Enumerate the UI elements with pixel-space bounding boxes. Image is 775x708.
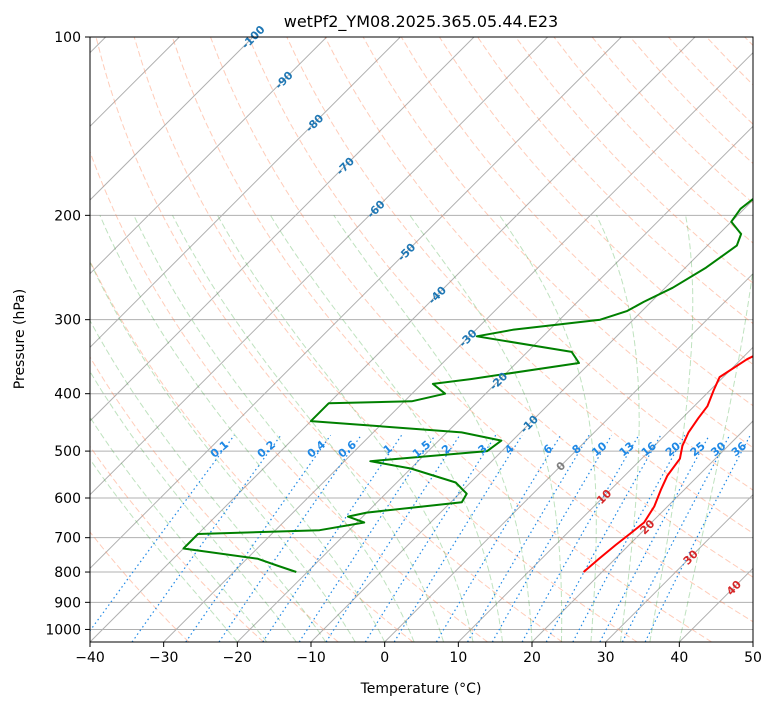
mixing-ratio-line (298, 434, 436, 642)
isotherm-line (531, 420, 753, 642)
dry-adiabat (171, 37, 712, 642)
temperature-profile (582, 355, 753, 573)
isotherm-line (90, 37, 401, 349)
moist-adiabat (596, 215, 640, 642)
moist-adiabat (270, 215, 503, 642)
dry-adiabat (248, 37, 753, 578)
dry-adiabat (210, 37, 753, 623)
x-tick-label: 40 (670, 650, 688, 666)
y-tick-label: 200 (54, 208, 81, 224)
isotherm-line (90, 37, 328, 275)
isotherm-line (90, 37, 254, 201)
plot-frame (89, 36, 754, 643)
y-axis: 100 200 300 400 500 600 700 800 900 1000 (45, 30, 90, 638)
x-tick-label: −20 (223, 650, 253, 666)
moist-adiabat (649, 215, 694, 642)
moist-adiabat (90, 260, 356, 642)
moist-adiabat (172, 215, 445, 642)
mixing-ratio-line (521, 434, 640, 642)
x-tick-label: 10 (449, 650, 467, 666)
y-tick-label: 900 (54, 595, 81, 611)
isotherm-line (90, 37, 475, 422)
isotherm-line (310, 199, 753, 642)
y-axis-label: Pressure (hPa) (12, 289, 28, 389)
moist-adiabat (90, 370, 297, 642)
dry-adiabat (133, 37, 638, 642)
x-tick-label: −10 (296, 650, 326, 666)
chart-title: wetPf2_YM08.2025.365.05.44.E23 (284, 12, 558, 32)
x-tick-label: 50 (744, 650, 762, 666)
y-tick-label: 1000 (45, 622, 81, 638)
dry-adiabat (400, 37, 753, 407)
mixing-ratio-line (599, 434, 710, 642)
isotherm-line (90, 37, 549, 496)
dry-adiabat (286, 37, 753, 534)
isotherm-line (236, 125, 753, 642)
moist-adiabat (217, 215, 474, 642)
isotherm-line (163, 51, 753, 642)
x-tick-label: 30 (597, 650, 615, 666)
x-tick-label: 0 (380, 650, 389, 666)
moist-adiabat (133, 215, 415, 642)
y-tick-label: 300 (54, 313, 81, 329)
y-tick-label: 600 (54, 491, 81, 507)
isotherm-line (457, 346, 753, 642)
dry-adiabat (90, 531, 190, 642)
isotherm-line (384, 272, 753, 642)
mixing-ratio-line (262, 434, 403, 642)
moist-adiabat (333, 215, 533, 642)
moist-adiabat (90, 416, 268, 642)
mixing-ratio-line (185, 434, 332, 642)
moist-adiabat (90, 319, 327, 642)
mixing-ratio-line (491, 434, 613, 642)
dry-adiabat (95, 37, 563, 642)
moist-adiabat (409, 215, 563, 642)
dry-adiabat (515, 37, 753, 284)
x-axis-label: Temperature (°C) (360, 681, 482, 697)
moist-adiabat (90, 458, 238, 642)
y-tick-label: 500 (54, 444, 81, 460)
mixing-ratio-line (545, 434, 662, 642)
y-tick-label: 700 (54, 531, 81, 547)
dry-adiabat (90, 445, 264, 642)
isotherm-line (605, 493, 753, 642)
mixing-ratio-line (621, 434, 731, 642)
dewpoint-profile (182, 197, 753, 573)
x-tick-label: 20 (523, 650, 541, 666)
x-axis: −40 −30 −20 −10 0 10 20 30 40 50 (75, 642, 762, 666)
dry-adiabat (438, 37, 753, 366)
y-tick-label: 800 (54, 565, 81, 581)
x-tick-label: −30 (149, 650, 179, 666)
mixing-ratio-line (572, 434, 686, 642)
dry-adiabat (90, 259, 414, 642)
x-tick-label: −40 (75, 650, 105, 666)
moist-adiabat (678, 265, 753, 642)
y-tick-label: 400 (54, 387, 81, 403)
plot-area (90, 37, 753, 642)
mixing-ratio-line (644, 434, 751, 642)
dry-adiabat (90, 150, 488, 642)
mixing-ratio-line (435, 434, 562, 642)
y-tick-label: 100 (54, 30, 81, 46)
isotherm-line (90, 37, 622, 570)
